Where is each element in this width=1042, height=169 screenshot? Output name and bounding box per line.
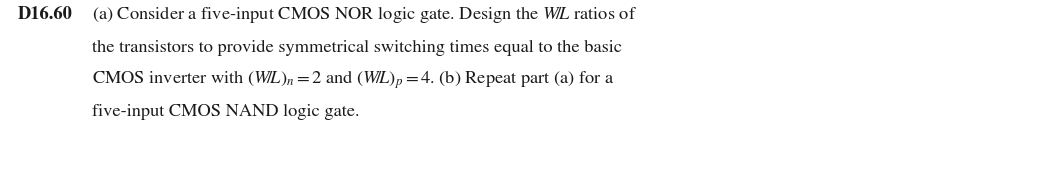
Text: CMOS inverter with $(W\!/\!L)_n = 2$ and $(W\!/\!L)_p = 4$. (b) Repeat part (a) : CMOS inverter with $(W\!/\!L)_n = 2$ and… <box>92 69 615 91</box>
Text: D16.60: D16.60 <box>18 6 73 23</box>
Text: five-input CMOS NAND logic gate.: five-input CMOS NAND logic gate. <box>92 104 359 120</box>
Text: the transistors to provide symmetrical switching times equal to the basic: the transistors to provide symmetrical s… <box>92 40 622 55</box>
Text: (a) Consider a five-input CMOS NOR logic gate. Design the $W\!/\!L$ ratios of: (a) Consider a five-input CMOS NOR logic… <box>92 4 637 25</box>
